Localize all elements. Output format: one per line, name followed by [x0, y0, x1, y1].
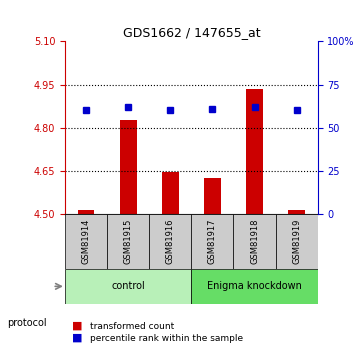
Text: control: control: [111, 282, 145, 291]
Bar: [204, 178, 221, 214]
Bar: [246, 89, 263, 214]
Text: ■: ■: [72, 333, 83, 343]
FancyBboxPatch shape: [275, 214, 318, 269]
FancyBboxPatch shape: [149, 214, 191, 269]
FancyBboxPatch shape: [65, 269, 191, 304]
FancyBboxPatch shape: [191, 214, 234, 269]
Text: GSM81917: GSM81917: [208, 219, 217, 264]
Text: GSM81914: GSM81914: [82, 219, 91, 264]
Text: transformed count: transformed count: [90, 322, 174, 331]
Text: Enigma knockdown: Enigma knockdown: [207, 282, 302, 291]
Text: protocol: protocol: [7, 318, 47, 327]
Text: GSM81919: GSM81919: [292, 219, 301, 264]
FancyBboxPatch shape: [65, 214, 107, 269]
Title: GDS1662 / 147655_at: GDS1662 / 147655_at: [122, 26, 260, 39]
Bar: [78, 210, 95, 214]
FancyBboxPatch shape: [107, 214, 149, 269]
Text: GSM81918: GSM81918: [250, 219, 259, 264]
Bar: [288, 210, 305, 214]
Text: percentile rank within the sample: percentile rank within the sample: [90, 334, 243, 343]
Text: GSM81915: GSM81915: [124, 219, 132, 264]
Text: GSM81916: GSM81916: [166, 219, 175, 264]
FancyBboxPatch shape: [191, 269, 318, 304]
Text: ■: ■: [72, 321, 83, 331]
Bar: [162, 172, 179, 214]
FancyBboxPatch shape: [234, 214, 275, 269]
Bar: [120, 120, 136, 214]
